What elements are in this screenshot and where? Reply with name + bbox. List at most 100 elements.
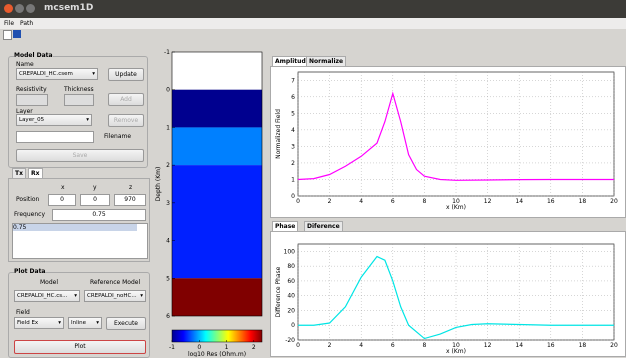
x-axis-label: x (Km) (446, 348, 466, 355)
y-tick-label: 4 (291, 127, 295, 134)
layer (172, 127, 262, 166)
c-tick-label: 0 (197, 344, 201, 351)
label: Model (40, 279, 59, 286)
button[interactable]: Plot (14, 340, 146, 354)
y-tick-label: 2 (166, 162, 170, 169)
y-axis-label: Depth (Km) (155, 167, 162, 202)
y-tick-label: 0 (291, 193, 295, 200)
y-axis-label: Difference Phase (275, 266, 282, 317)
colorbar (171, 329, 263, 343)
rx-panel (8, 178, 150, 262)
button[interactable]: Remove (108, 114, 144, 127)
y-tick-label: 60 (287, 278, 295, 285)
layer (172, 278, 262, 316)
x-axis-label: x (Km) (446, 204, 466, 211)
max[interactable] (26, 4, 35, 13)
min[interactable] (15, 4, 24, 13)
label: Frequency (14, 211, 45, 218)
y-tick-label: 5 (291, 110, 295, 117)
c-tick-label: 1 (225, 344, 229, 351)
input[interactable]: 0 (80, 194, 110, 206)
c-tick-label: -1 (169, 344, 175, 351)
y-axis-label: Normalized Field (275, 109, 282, 159)
x-tick-label: 20 (610, 198, 618, 205)
save-icon[interactable] (13, 30, 21, 38)
x-tick-label: 10 (452, 342, 460, 349)
label: Reference Model (90, 279, 141, 286)
x-tick-label: 12 (484, 342, 492, 349)
input[interactable]: 970 (114, 194, 146, 206)
window-title: mcsem1D (44, 3, 94, 13)
dropdown[interactable]: Field Ex (14, 317, 64, 329)
label: Filename (104, 133, 132, 140)
label: Thickness (64, 86, 94, 93)
label: y (93, 184, 97, 191)
dropdown[interactable]: CREPALDI_noHC... (84, 290, 146, 302)
y-tick-label: -1 (164, 49, 170, 56)
x-tick-label: 6 (391, 342, 395, 349)
plot-area (297, 71, 615, 197)
dropdown[interactable]: Layer_05 (16, 114, 92, 126)
menu[interactable]: File (4, 20, 15, 27)
x-tick-label: 0 (296, 198, 300, 205)
data-line (297, 91, 614, 181)
button[interactable]: Save (16, 149, 144, 162)
data-line (298, 255, 614, 340)
y-tick-label: 40 (287, 293, 295, 300)
y-tick-label: 6 (166, 313, 170, 320)
group-title: Model Data (14, 52, 53, 59)
y-tick-label: 3 (291, 143, 295, 150)
group-title: Plot Data (14, 268, 46, 275)
x-tick-label: 14 (515, 342, 523, 349)
label: x (61, 184, 65, 191)
y-tick-label: 0 (166, 87, 170, 94)
x-tick-label: 10 (452, 198, 460, 205)
button[interactable]: Execute (106, 317, 146, 330)
close[interactable] (4, 4, 13, 13)
label: Layer (16, 108, 33, 115)
y-tick-label: 1 (291, 176, 295, 183)
input[interactable] (16, 131, 94, 143)
label: Position (16, 196, 40, 203)
x-tick-label: 4 (359, 198, 363, 205)
y-tick-label: 4 (166, 238, 170, 245)
input[interactable]: 0 (48, 194, 76, 206)
y-tick-label: 7 (291, 77, 295, 84)
input[interactable] (64, 94, 94, 106)
input[interactable] (16, 94, 48, 106)
y-tick-label: 6 (291, 94, 295, 101)
title-bar (0, 0, 626, 18)
list-item[interactable]: 0.75 (13, 224, 137, 231)
button[interactable]: Update (108, 68, 144, 81)
dropdown[interactable]: CREPALDI_HC.csem (16, 68, 98, 80)
menubar (0, 18, 626, 29)
dropdown[interactable]: Inline (68, 317, 102, 329)
x-tick-label: 12 (484, 198, 492, 205)
x-tick-label: 16 (547, 198, 555, 205)
x-tick-label: 18 (579, 198, 587, 205)
y-tick-label: 100 (284, 248, 296, 255)
layer (172, 52, 262, 90)
y-tick-label: 3 (166, 200, 170, 207)
y-tick-label: 5 (166, 275, 170, 282)
x-tick-label: 6 (391, 198, 395, 205)
y-tick-label: 1 (166, 124, 170, 131)
button[interactable]: Add (108, 93, 144, 106)
plot-frame (171, 51, 263, 317)
layer (172, 89, 262, 128)
x-tick-label: 16 (547, 342, 555, 349)
new-icon[interactable] (3, 30, 12, 40)
c-tick-label: 2 (252, 344, 256, 351)
x-tick-label: 4 (359, 342, 363, 349)
y-tick-label: 2 (291, 160, 295, 167)
y-tick-label: 20 (287, 307, 295, 314)
input[interactable]: 0.75 (52, 209, 146, 221)
x-tick-label: 2 (328, 342, 332, 349)
x-tick-label: 8 (422, 342, 426, 349)
x-tick-label: 8 (422, 198, 426, 205)
dropdown[interactable]: CREPALDI_HC.cs... (14, 290, 80, 302)
menu[interactable]: Path (20, 20, 34, 27)
y-tick-label: 80 (287, 263, 295, 270)
